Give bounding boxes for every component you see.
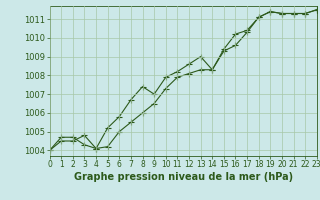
X-axis label: Graphe pression niveau de la mer (hPa): Graphe pression niveau de la mer (hPa) xyxy=(74,172,293,182)
